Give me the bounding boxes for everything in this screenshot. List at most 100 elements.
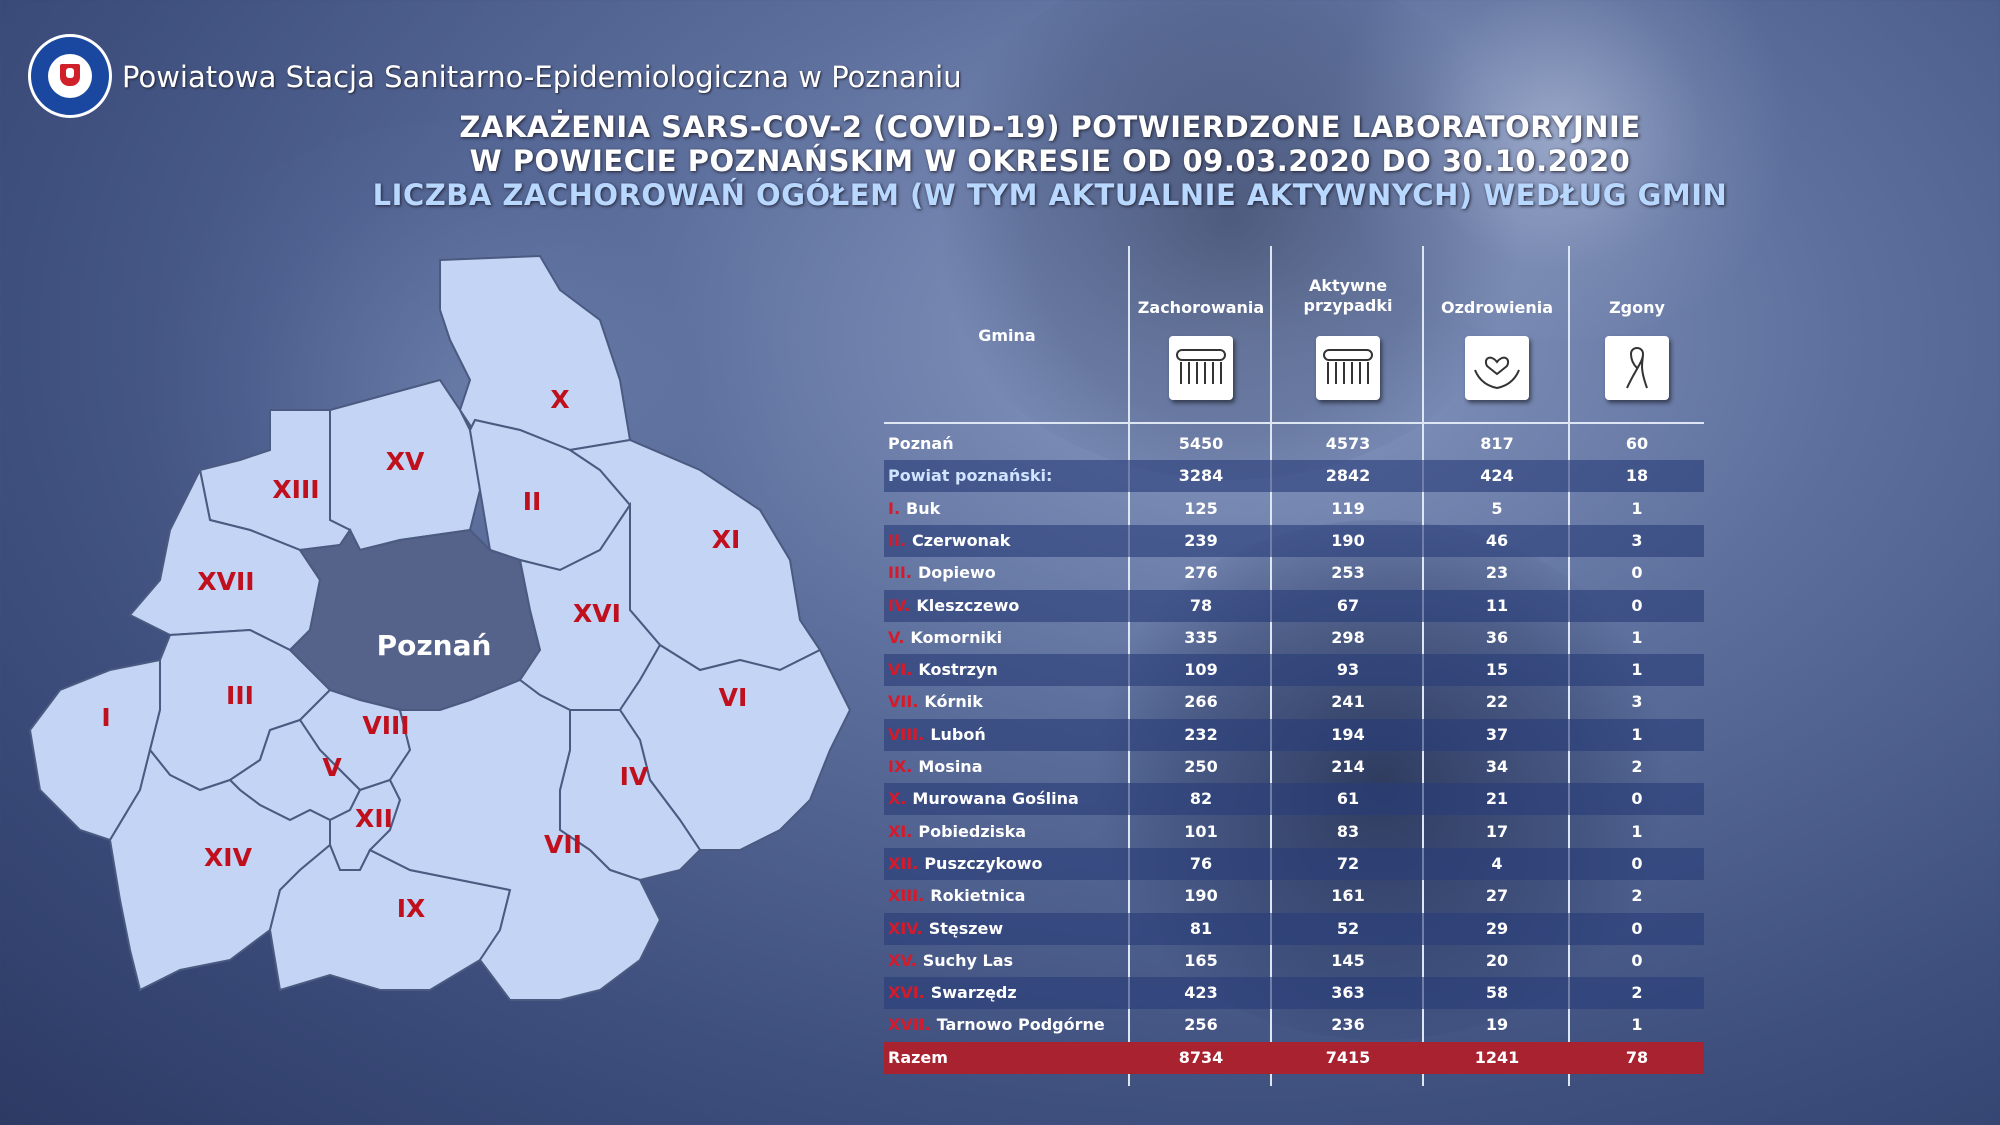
recovered-cell: 37 [1485,724,1509,744]
table-row: XVII. Tarnowo Podgórne 256 236 19 1 [884,1009,1704,1041]
sanepid-logo [28,34,112,118]
gmina-name-cell: V. Komorniki [888,628,1002,647]
table-row: VIII. Luboń 232 194 37 1 [884,718,1704,751]
roman-numeral: XV. [888,950,917,970]
recovered-cell: 4 [1491,853,1503,873]
region-label-vii: VII [544,830,582,859]
roman-numeral: XI. [888,821,913,841]
deaths-cell: 78 [1625,1047,1649,1067]
eagle-icon [66,68,74,78]
cases-cell: 101 [1184,821,1218,841]
gmina-name: Buk [906,498,941,518]
region-vii [368,678,662,1001]
cases-cell: 78 [1189,595,1213,615]
gmina-name-cell: VIII. Luboń [888,725,986,744]
region-label-vi: VI [719,683,748,712]
page-title-line-1: ZAKAŻENIA SARS-COV-2 (COVID-19) POTWIERD… [459,110,1641,144]
deaths-cell: 3 [1631,530,1643,550]
deaths-cell: 60 [1625,434,1649,453]
gmina-name: Rokietnica [930,886,1026,906]
header-active-label-1: Aktywne [1308,276,1388,295]
deaths-cell: 0 [1631,918,1643,938]
gmina-name-cell: XIV. Stęszew [888,919,1003,938]
gmina-name-cell: XVI. Swarzędz [888,983,1017,1002]
deaths-cell: 3 [1631,692,1643,712]
roman-numeral: XVI. [888,983,925,1003]
gmina-name: Luboń [930,724,986,744]
header-gmina-label: Gmina [978,326,1036,345]
recovered-cell: 21 [1485,789,1509,809]
gmina-name-cell: Poznań [888,434,954,453]
deaths-cell: 0 [1631,950,1643,970]
region-label-v: V [322,753,342,782]
active-cell: 52 [1336,918,1360,938]
header-active: Aktywne przypadki [1272,246,1424,422]
active-cell: 83 [1336,821,1360,841]
deaths-cell: 1 [1631,1015,1643,1035]
region-label-viii: VIII [362,711,409,740]
heart-hands-icon [1465,336,1529,400]
virus-decoration-large [920,0,1540,480]
recovered-cell: 46 [1485,530,1509,550]
gmina-name: Kórnik [924,692,983,712]
header-divider [884,422,1704,424]
active-cell: 4573 [1325,434,1371,453]
header-recovered: Ozdrowienia [1424,246,1570,422]
deaths-cell: 0 [1631,595,1643,615]
table-row: Poznań 5450 4573 817 60 [884,428,1704,460]
header-deaths-label: Zgony [1609,298,1665,317]
people-group-icon [1316,336,1380,400]
deaths-cell: 1 [1631,660,1643,680]
table-row: IV. Kleszczewo 78 67 11 0 [884,589,1704,622]
deaths-cell: 18 [1625,466,1649,486]
people-group-icon [1169,336,1233,400]
recovered-cell: 424 [1480,466,1514,486]
region-xiv [108,747,331,992]
cases-cell: 266 [1184,692,1218,712]
deaths-cell: 0 [1631,789,1643,809]
gmina-name-cell: XII. Puszczykowo [888,854,1042,873]
gmina-name-cell: IV. Kleszczewo [888,596,1019,615]
deaths-cell: 1 [1631,627,1643,647]
active-cell: 241 [1331,692,1365,712]
header-deaths: Zgony [1570,246,1704,422]
gmina-name: Stęszew [928,918,1004,938]
table-row: III. Dopiewo 276 253 23 0 [884,557,1704,589]
deaths-cell: 0 [1631,563,1643,583]
cases-cell: 165 [1184,950,1218,970]
recovered-cell: 20 [1485,950,1509,970]
gmina-name-cell: XVII. Tarnowo Podgórne [888,1015,1105,1034]
gmina-name: Pobiedziska [918,821,1027,841]
gmina-name-cell: XI. Pobiedziska [888,822,1026,841]
roman-numeral: I. [888,498,901,518]
deaths-cell: 2 [1631,983,1643,1003]
page-subtitle: LICZBA ZACHOROWAŃ OGÓŁEM (W TYM AKTUALNI… [372,178,1728,212]
active-cell: 194 [1331,724,1365,744]
gmina-name: Kleszczewo [916,595,1020,615]
gmina-name-cell: Powiat poznański: [888,466,1052,485]
recovered-cell: 1241 [1474,1047,1520,1067]
region-label-xii: XII [355,804,393,833]
active-cell: 61 [1336,789,1360,809]
cases-cell: 276 [1184,563,1218,583]
region-label-xvii: XVII [197,567,254,596]
gmina-name-cell: Razem [888,1048,948,1067]
ribbon-icon [1605,336,1669,400]
deaths-cell: 1 [1631,821,1643,841]
cases-cell: 190 [1184,886,1218,906]
table-row: IX. Mosina 250 214 34 2 [884,751,1704,783]
roman-numeral: XIV. [888,918,923,938]
recovered-cell: 23 [1485,563,1509,583]
region-poznan [288,528,542,711]
active-cell: 67 [1336,595,1360,615]
gmina-name-cell: X. Murowana Goślina [888,789,1079,808]
roman-numeral: II. [888,530,906,550]
gmina-name-cell: IX. Mosina [888,757,982,776]
table-row: II. Czerwonak 239 190 46 3 [884,524,1704,557]
gmina-name: Mosina [918,757,983,776]
roman-numeral: X. [888,789,907,809]
gmina-name-cell: II. Czerwonak [888,531,1010,550]
header-gmina: Gmina [884,246,1130,422]
table-row: I. Buk 125 119 5 1 [884,493,1704,525]
recovered-cell: 11 [1485,595,1509,615]
